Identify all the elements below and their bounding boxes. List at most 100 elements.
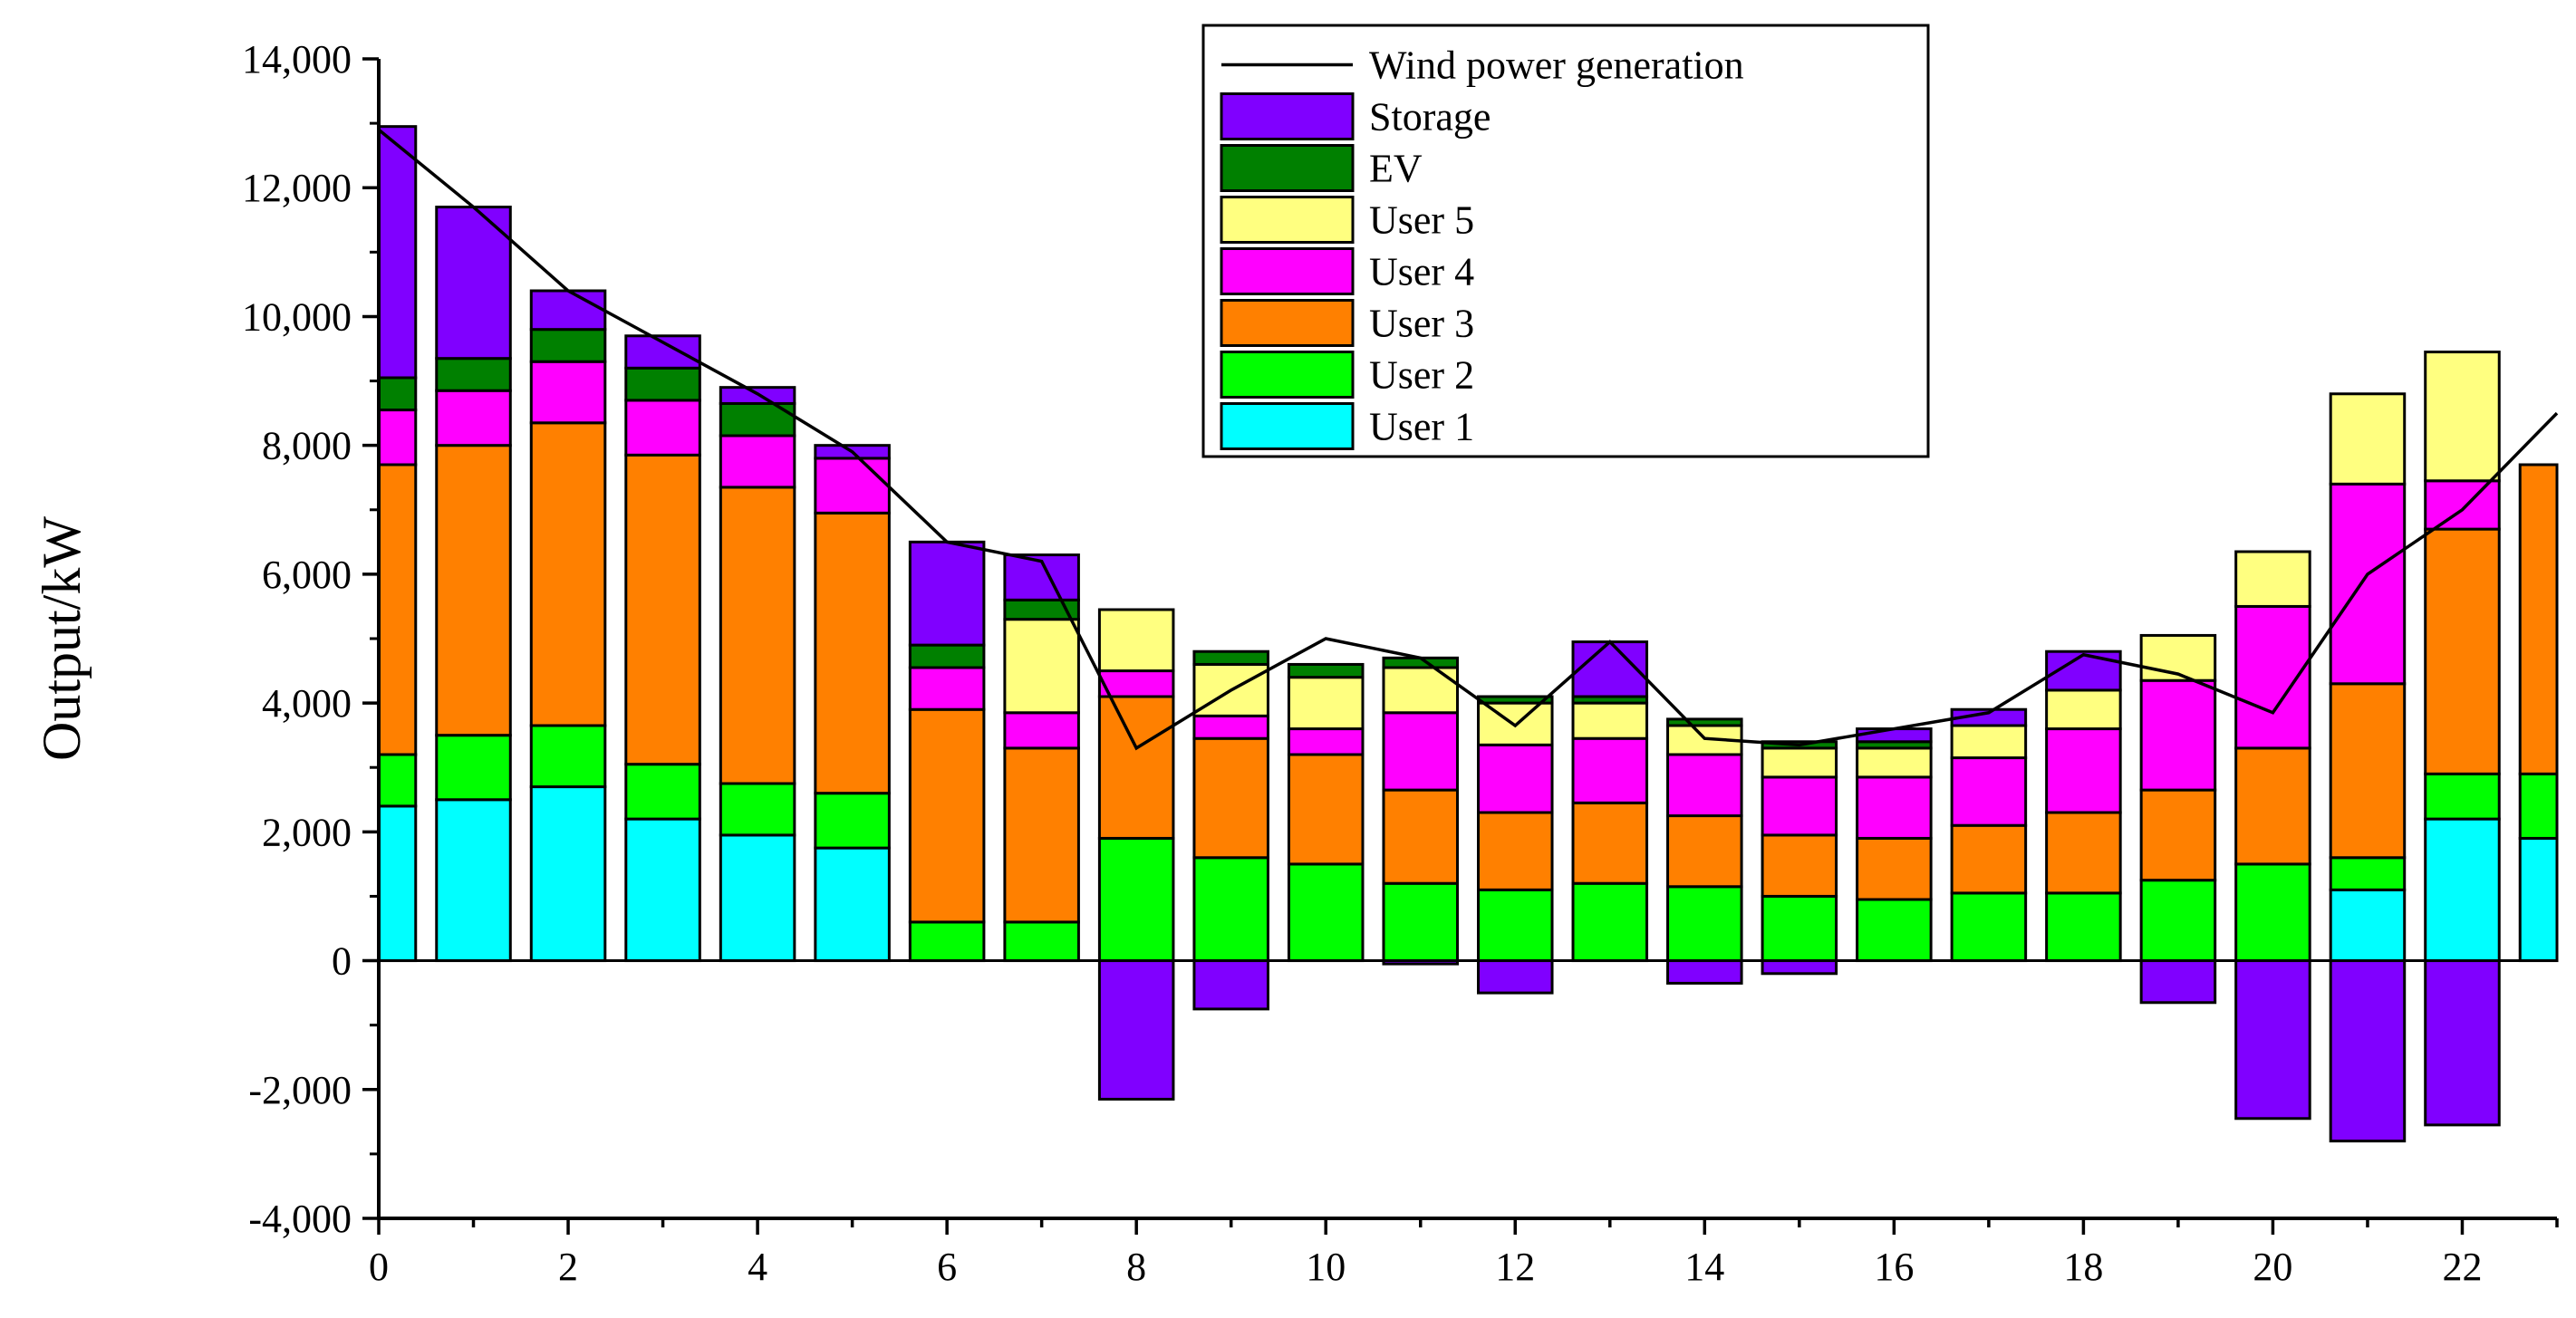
bar-user-4-15 xyxy=(1761,775,1838,837)
bar-user-3-12 xyxy=(1476,811,1554,891)
bar-user-4-4 xyxy=(719,434,796,489)
legend-label-user-4: User 4 xyxy=(1369,250,1474,294)
bar-storage-charging--8 xyxy=(1097,959,1175,1101)
bar-user-2-18 xyxy=(2045,891,2122,963)
bar-user-4-14 xyxy=(1666,753,1743,818)
bar-user-2-20 xyxy=(2234,862,2311,963)
legend-swatch-user-1 xyxy=(1220,402,1355,450)
bar-storage-0 xyxy=(377,125,418,380)
legend-swatch-user-4 xyxy=(1220,247,1355,295)
bar-user-3-18 xyxy=(2045,811,2122,895)
bar-storage-charging--15 xyxy=(1761,959,1838,976)
bar-user-2-15 xyxy=(1761,894,1838,963)
bar-ev-9 xyxy=(1192,649,1269,666)
bar-user-2-4 xyxy=(719,782,796,837)
bar-storage-charging--19 xyxy=(2139,959,2217,1005)
bar-user-4-6 xyxy=(908,666,986,711)
bar-user-1-23 xyxy=(2518,836,2559,963)
legend-label-user-3: User 3 xyxy=(1369,302,1474,346)
bar-user-4-7 xyxy=(1003,711,1080,750)
y-tick-label: 2,000 xyxy=(262,810,352,854)
bar-user-2-16 xyxy=(1856,898,1933,963)
y-tick-label: 14,000 xyxy=(242,37,352,82)
y-tick-label: 0 xyxy=(332,939,352,984)
x-tick-label: 14 xyxy=(1684,1245,1724,1289)
y-tick-label: -4,000 xyxy=(248,1197,352,1241)
x-tick-label: 0 xyxy=(369,1245,389,1289)
bar-user-2-14 xyxy=(1666,885,1743,963)
bar-user-2-23 xyxy=(2518,772,2559,840)
bar-ev-2 xyxy=(529,328,607,363)
bar-user-5-8 xyxy=(1097,608,1175,673)
x-tick-label: 10 xyxy=(1306,1245,1346,1289)
bar-user-4-3 xyxy=(624,399,701,457)
bar-user-5-13 xyxy=(1571,701,1649,740)
x-tick-label: 6 xyxy=(937,1245,957,1289)
x-tick-label: 12 xyxy=(1495,1245,1535,1289)
bar-user-4-9 xyxy=(1192,714,1269,740)
bar-user-3-1 xyxy=(435,444,512,737)
bar-user-2-9 xyxy=(1192,856,1269,963)
legend-swatch-storage xyxy=(1220,92,1355,140)
x-tick-label: 20 xyxy=(2253,1245,2292,1289)
x-tick-label: 16 xyxy=(1874,1245,1914,1289)
x-tick-label: 18 xyxy=(2063,1245,2103,1289)
bar-user-3-21 xyxy=(2329,682,2407,860)
bar-user-4-13 xyxy=(1571,736,1649,804)
bar-user-3-10 xyxy=(1287,753,1365,866)
bar-user-4-10 xyxy=(1287,727,1365,756)
bar-user-3-7 xyxy=(1003,746,1080,924)
bar-user-2-19 xyxy=(2139,879,2217,963)
y-tick-label: 8,000 xyxy=(262,424,352,468)
bar-user-4-18 xyxy=(2045,727,2122,814)
bar-user-1-4 xyxy=(719,833,796,963)
bar-user-1-0 xyxy=(377,804,418,963)
bar-user-4-0 xyxy=(377,409,418,467)
bar-user-1-1 xyxy=(435,798,512,963)
bar-storage-6 xyxy=(908,540,986,647)
legend-swatch-user-3 xyxy=(1220,299,1355,347)
bar-user-5-18 xyxy=(2045,688,2122,731)
bar-user-3-9 xyxy=(1192,736,1269,860)
bar-storage-2 xyxy=(529,289,607,332)
legend-label-user-2: User 2 xyxy=(1369,353,1474,398)
bar-user-4-16 xyxy=(1856,775,1933,840)
bar-user-1-3 xyxy=(624,817,701,963)
bar-user-5-11 xyxy=(1382,666,1460,715)
bar-user-1-22 xyxy=(2424,817,2501,963)
bar-user-5-17 xyxy=(1950,724,2028,760)
bar-user-3-4 xyxy=(719,486,796,785)
bar-user-3-6 xyxy=(908,707,986,924)
bar-user-2-8 xyxy=(1097,836,1175,963)
bar-user-3-20 xyxy=(2234,746,2311,866)
y-tick-label: 12,000 xyxy=(242,166,352,210)
bar-user-2-22 xyxy=(2424,772,2501,821)
x-tick-label: 4 xyxy=(748,1245,767,1289)
bar-ev-6 xyxy=(908,643,986,669)
bar-user-3-5 xyxy=(814,511,891,795)
bar-user-3-15 xyxy=(1761,833,1838,898)
bar-user-4-5 xyxy=(814,457,891,515)
bar-user-4-22 xyxy=(2424,479,2501,531)
legend-label-user-1: User 1 xyxy=(1369,405,1474,449)
bar-user-2-5 xyxy=(814,792,891,850)
bar-user-5-22 xyxy=(2424,351,2501,483)
bar-user-2-0 xyxy=(377,753,418,808)
bar-user-3-19 xyxy=(2139,788,2217,882)
bar-user-2-11 xyxy=(1382,881,1460,963)
bar-user-3-13 xyxy=(1571,801,1649,885)
bar-user-5-21 xyxy=(2329,392,2407,486)
bar-user-5-7 xyxy=(1003,618,1080,715)
bar-user-4-2 xyxy=(529,360,607,425)
bar-storage-16 xyxy=(1856,727,1933,744)
y-tick-label: 6,000 xyxy=(262,553,352,597)
legend-label-wind-power-generation: Wind power generation xyxy=(1369,43,1744,88)
y-tick-label: 4,000 xyxy=(262,681,352,726)
bar-user-2-6 xyxy=(908,920,986,963)
bar-storage-charging--22 xyxy=(2424,959,2501,1127)
y-tick-label: 10,000 xyxy=(242,294,352,339)
bar-user-3-23 xyxy=(2518,463,2559,775)
bar-user-3-14 xyxy=(1666,814,1743,889)
